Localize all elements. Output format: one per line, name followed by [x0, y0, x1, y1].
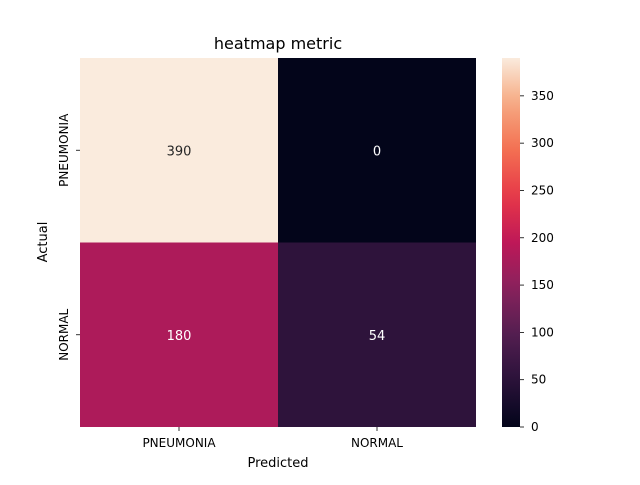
x-tick-label: PNEUMONIA	[142, 436, 216, 450]
y-tick-label: NORMAL	[57, 308, 71, 360]
colorbar-tick-label: 200	[531, 231, 554, 245]
colorbar-tick-label: 250	[531, 183, 554, 197]
y-axis-label: Actual	[36, 222, 51, 263]
heatmap-cells: 390 0 180 54	[80, 58, 476, 427]
y-tick-label: PNEUMONIA	[57, 113, 71, 187]
x-tick-label: NORMAL	[351, 436, 403, 450]
colorbar-gradient	[502, 58, 520, 427]
colorbar-tick-label: 350	[531, 89, 554, 103]
colorbar-tick-label: 300	[531, 136, 554, 150]
colorbar: 0 50 100 150 200 250 300 350	[502, 58, 554, 434]
colorbar-tick-label: 50	[531, 373, 546, 387]
y-axis-ticks: PNEUMONIA NORMAL	[57, 113, 80, 361]
colorbar-tick-label: 0	[531, 420, 539, 434]
cell-value-label-1-1: 54	[369, 329, 386, 344]
x-axis-ticks: PNEUMONIA NORMAL	[142, 427, 403, 450]
cell-value-label-0-1: 0	[373, 144, 381, 159]
colorbar-tick-label: 100	[531, 325, 554, 339]
x-axis-label: Predicted	[247, 456, 308, 471]
colorbar-tick-label: 150	[531, 278, 554, 292]
cell-value-label-0-0: 390	[167, 144, 192, 159]
heatmap-cell-0-1	[278, 58, 476, 243]
cell-value-label-1-0: 180	[167, 329, 192, 344]
heatmap-cell-1-0	[80, 242, 278, 427]
heatmap-cell-1-1	[278, 242, 476, 427]
heatmap-cell-0-0	[80, 58, 278, 243]
chart-title: heatmap metric	[214, 34, 342, 53]
